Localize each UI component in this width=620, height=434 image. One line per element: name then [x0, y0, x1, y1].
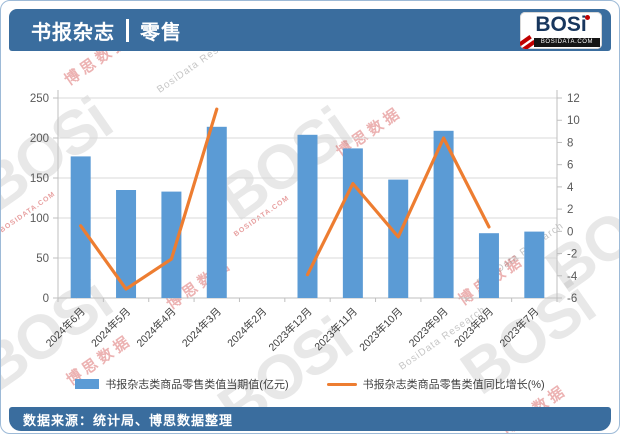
bar	[161, 191, 182, 298]
data-source-text: 数据来源：统计局、博思数据整理	[23, 412, 234, 428]
bar-series-swatch	[75, 379, 100, 389]
bar	[297, 134, 318, 298]
legend-item-bar-series: 书报杂志类商品零售类值当期值(亿元)	[75, 376, 289, 392]
bar	[388, 179, 409, 298]
right-axis-tick-label: 6	[567, 160, 573, 172]
header-bar: 书报杂志 零售 BOSi BOSIDATA.COM	[9, 9, 611, 51]
bosi-logo-text: BOSi	[535, 13, 587, 36]
bar	[206, 126, 227, 298]
x-category-label: 2023年11月	[312, 305, 360, 353]
x-category-label: 2024年4月	[134, 305, 179, 350]
x-category-label: 2024年2月	[225, 305, 270, 350]
title-channel: 零售	[140, 21, 182, 44]
bosi-logo-site: BOSIDATA.COM	[534, 38, 600, 47]
right-axis-tick-label: 10	[567, 115, 580, 127]
legend-item-line-series: 书报杂志类商品零售类值同比增长(%)	[326, 376, 545, 392]
line-series-swatch	[326, 382, 357, 386]
title-category: 书报杂志	[31, 21, 115, 44]
right-axis-tick-label: 8	[567, 137, 573, 149]
bar	[116, 190, 137, 298]
bosi-logo-dot-icon	[585, 15, 590, 20]
page-title: 书报杂志 零售	[9, 16, 182, 45]
right-axis-tick-label: 2	[567, 204, 573, 216]
bar	[478, 233, 499, 298]
x-category-label: 2023年9月	[406, 305, 451, 350]
x-category-label: 2023年8月	[451, 305, 496, 350]
right-axis-tick-label: 4	[567, 182, 574, 194]
x-category-label: 2024年3月	[179, 305, 224, 350]
bar	[433, 130, 454, 298]
line-series-label: 书报杂志类商品零售类值同比增长(%)	[362, 379, 545, 391]
bosi-logo: BOSi BOSIDATA.COM	[520, 12, 602, 49]
chart-legend: 书报杂志类商品零售类值当期值(亿元) 书报杂志类商品零售类值同比增长(%)	[1, 375, 619, 393]
line-series	[305, 136, 491, 277]
left-axis-tick-label: 0	[43, 293, 49, 305]
right-axis-tick-label: 0	[567, 226, 573, 238]
left-axis-tick-label: 50	[36, 253, 49, 265]
right-axis-tick-label: 12	[567, 93, 580, 105]
left-axis-tick-label: 200	[30, 133, 49, 145]
right-axis-tick-label: -6	[567, 293, 577, 305]
x-category-label: 2023年7月	[497, 305, 542, 350]
bar-series-label: 书报杂志类商品零售类值当期值(亿元)	[105, 379, 289, 391]
right-axis-tick-label: -4	[567, 271, 578, 283]
right-axis-tick-label: -2	[567, 249, 577, 261]
title-divider	[126, 18, 129, 42]
left-axis-tick-label: 150	[30, 173, 49, 185]
bar	[342, 148, 363, 298]
bar	[524, 231, 545, 298]
x-category-label: 2023年10月	[357, 305, 406, 354]
left-axis-tick-label: 250	[30, 93, 49, 105]
x-category-label: 2023年12月	[266, 305, 315, 354]
left-axis-tick-label: 100	[30, 213, 49, 225]
x-category-label: 2024年5月	[88, 305, 133, 350]
x-category-label: 2024年6月	[43, 305, 88, 350]
line-series	[79, 107, 219, 291]
footer-bar: 数据来源：统计局、博思数据整理	[9, 407, 611, 431]
